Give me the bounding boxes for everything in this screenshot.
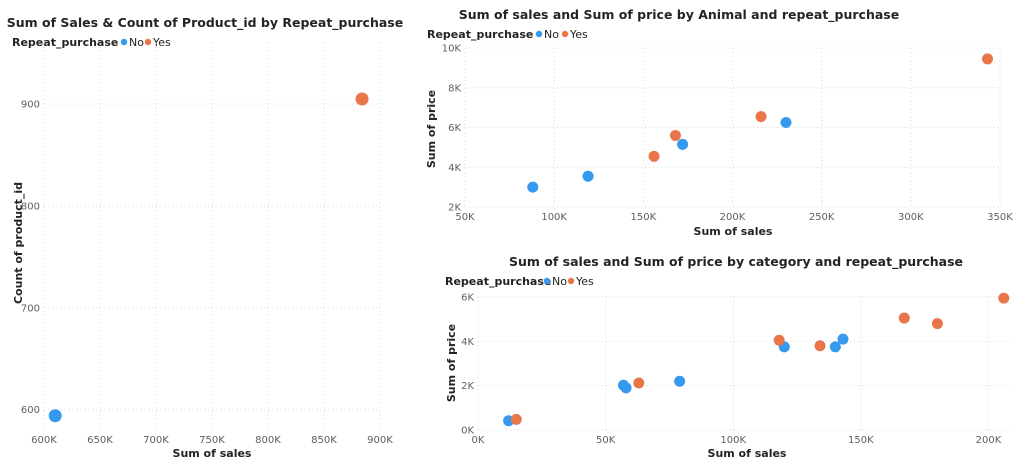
scatter-point-yes (814, 340, 826, 352)
x-tick-label: 150K (631, 212, 657, 223)
chart-1-svg: Sum of Sales & Count of Product_id by Re… (7, 15, 403, 460)
plot-area[interactable]: 50K 100K 150K 200K 250K 300K 350K 2K 4K 6K 8K 10K (442, 44, 1014, 224)
legend: Repeat_purchase No Yes (445, 275, 594, 288)
y-tick-label: 900 (21, 100, 40, 111)
scatter-point-yes (773, 334, 785, 346)
scatter-point-yes (648, 150, 660, 162)
legend-label-no: No (544, 28, 559, 41)
x-axis-title: Sum of sales (694, 225, 773, 238)
x-tick-label: 50K (455, 212, 475, 223)
x-tick-label: 100K (720, 435, 746, 446)
x-tick-label: 150K (848, 435, 874, 446)
legend-title: Repeat_purchase (427, 28, 533, 41)
legend-marker-yes (567, 277, 575, 285)
x-tick-label: 0K (472, 435, 485, 446)
chart-2-svg: Sum of sales and Sum of price by Animal … (425, 7, 1014, 238)
plot-area[interactable]: 600K 650K 700K 750K 800K 850K 900K 600 700 800 900 (21, 43, 393, 446)
scatter-point-yes (510, 413, 522, 425)
legend-label-no: No (129, 36, 144, 49)
scatter-point-yes (998, 292, 1010, 304)
y-axis-title: Count of product_id (12, 182, 25, 304)
x-tick-label: 700K (143, 435, 169, 446)
y-axis-title: Sum of price (425, 90, 438, 168)
x-tick-label: 850K (311, 435, 337, 446)
y-tick-label: 4K (461, 337, 474, 348)
chart-sales-count-by-repeat-purchase: Sum of Sales & Count of Product_id by Re… (0, 0, 410, 469)
x-tick-label: 250K (809, 212, 835, 223)
scatter-point-no (48, 409, 62, 423)
scatter-point-no (677, 138, 689, 150)
scatter-point-no (620, 382, 632, 394)
y-tick-label: 6K (448, 123, 461, 134)
chart-3-svg: Sum of sales and Sum of price by categor… (445, 254, 1014, 460)
x-tick-label: 200K (976, 435, 1002, 446)
chart-sales-price-by-animal: Sum of sales and Sum of price by Animal … (415, 0, 1023, 245)
scatter-point-no (780, 117, 792, 129)
scatter-point-no (527, 181, 539, 193)
scatter-point-no (837, 333, 849, 345)
chart-title: Sum of Sales & Count of Product_id by Re… (7, 15, 403, 31)
legend-marker-yes (144, 38, 152, 46)
legend-marker-no (543, 277, 551, 285)
y-tick-label: 2K (448, 203, 461, 214)
legend-marker-yes (561, 30, 569, 38)
x-tick-label: 800K (255, 435, 281, 446)
scatter-point-yes (898, 312, 910, 324)
y-tick-label: 10K (442, 44, 462, 55)
x-axis-title: Sum of sales (708, 447, 787, 460)
scatter-point-no (829, 341, 841, 353)
scatter-point-yes (755, 111, 767, 123)
y-tick-label: 4K (448, 163, 461, 174)
legend-title: Repeat_purchase (12, 36, 118, 49)
x-axis-title: Sum of sales (173, 447, 252, 460)
legend-label-yes: Yes (575, 275, 594, 288)
x-tick-label: 650K (87, 435, 113, 446)
x-tick-label: 900K (367, 435, 393, 446)
y-tick-label: 6K (461, 293, 474, 304)
legend: Repeat_purchase No Yes (12, 36, 171, 49)
x-tick-label: 50K (596, 435, 616, 446)
scatter-point-no (582, 170, 594, 182)
y-tick-label: 2K (461, 381, 474, 392)
legend-title: Repeat_purchase (445, 275, 551, 288)
scatter-point-yes (982, 53, 994, 65)
scatter-point-yes (633, 377, 645, 389)
legend-marker-no (120, 38, 128, 46)
y-tick-label: 800 (21, 201, 40, 212)
x-tick-label: 600K (31, 435, 57, 446)
legend: Repeat_purchase No Yes (427, 28, 588, 41)
scatter-point-yes (355, 92, 369, 106)
y-tick-label: 600 (21, 405, 40, 416)
legend-marker-no (535, 30, 543, 38)
scatter-point-yes (931, 318, 943, 330)
x-tick-label: 100K (541, 212, 567, 223)
x-tick-label: 350K (987, 212, 1013, 223)
y-tick-label: 700 (21, 303, 40, 314)
chart-sales-price-by-category: Sum of sales and Sum of price by categor… (415, 245, 1023, 469)
legend-label-yes: Yes (569, 28, 588, 41)
y-tick-label: 8K (448, 83, 461, 94)
y-tick-label: 0K (461, 426, 474, 437)
plot-area[interactable]: 0K 50K 100K 150K 200K 0K 2K 4K 6K (461, 293, 1014, 447)
x-tick-label: 300K (898, 212, 924, 223)
x-tick-label: 200K (720, 212, 746, 223)
legend-label-yes: Yes (152, 36, 171, 49)
scatter-point-yes (669, 129, 681, 141)
chart-title: Sum of sales and Sum of price by categor… (509, 254, 963, 270)
scatter-point-no (674, 375, 686, 387)
x-tick-label: 750K (199, 435, 225, 446)
y-axis-title: Sum of price (445, 324, 458, 402)
legend-label-no: No (552, 275, 567, 288)
chart-title: Sum of sales and Sum of price by Animal … (459, 7, 899, 23)
